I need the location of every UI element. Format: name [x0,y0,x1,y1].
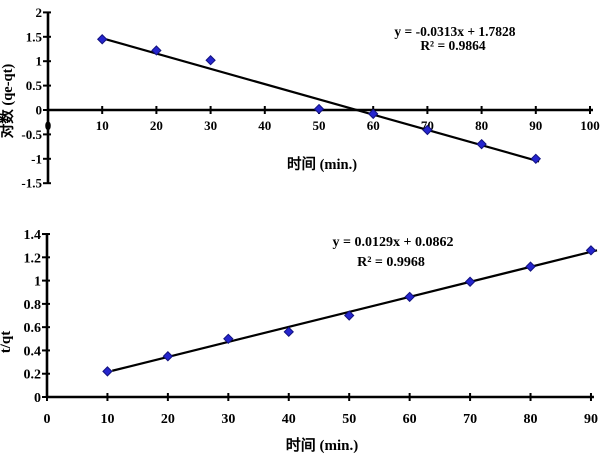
y-tick-label: 1.5 [26,29,43,44]
data-point [283,326,294,338]
data-point [525,261,536,272]
x-tick-label: 60 [367,118,380,133]
data-point [96,34,108,45]
y-tick-label: 0.8 [24,298,42,313]
x-tick-label: 40 [282,412,296,427]
x-tick-label: 30 [204,118,217,133]
x-tick-label: 90 [584,412,598,427]
x-tick-label: 50 [342,412,356,427]
y-axis-title: t/qt [0,331,14,354]
y-tick-label: 1.4 [24,228,42,243]
data-point [102,366,113,377]
y-tick-label: -1.5 [21,176,42,191]
x-tick-label: 30 [221,412,235,427]
y-tick-label: 0.2 [24,368,42,383]
y-tick-label: -0.5 [21,127,42,142]
x-tick-label: 80 [475,118,488,133]
y-axis-title: 对数 (qe-qt) [0,64,16,139]
y-tick-label: 0.4 [24,344,42,359]
data-point [223,333,234,345]
data-point [422,124,433,136]
chart-2: 0 10 20 30 40 50 60 70 80 90 0 0.2 0.4 0.6 0.8 1 1.2 1.4 时… [0,228,598,454]
x-tick-label: 70 [463,412,477,427]
x-tick-label: 40 [258,118,271,133]
data-point [162,351,174,362]
x-axis-title: 时间 (min.) [287,155,357,173]
x-tick-label: 60 [403,412,417,427]
y-tick-label: 1 [36,54,43,69]
data-point [151,45,162,56]
y-tick-label: 0.5 [26,78,43,93]
data-point [585,245,597,256]
x-tick-label: 10 [100,412,114,427]
x-tick-label: 0 [44,412,51,427]
data-point [205,55,216,66]
y-tick-label: -1 [31,151,42,166]
x-tick-label: 0 [45,118,52,133]
data-point [367,108,379,120]
data-point [464,276,476,287]
chart-1: 0102030405060708090100-1.5-1-0.500.511.5… [0,5,600,191]
x-axis-title: 时间 (min.) [286,436,359,454]
trendline [102,37,540,163]
y-tick-label: 0 [34,391,41,406]
equation-label: y = 0.0129x + 0.0862 [333,235,454,250]
data-point [476,138,487,150]
x-tick-label: 50 [313,118,326,133]
data-point [343,310,355,321]
data-point [404,291,415,303]
x-tick-label: 20 [161,412,175,427]
y-tick-label: 2 [36,5,43,20]
r-squared-label: R² = 0.9864 [420,38,486,53]
x-tick-label: 100 [580,118,600,133]
x-tick-label: 10 [96,118,109,133]
x-tick-label: 80 [524,412,538,427]
data-point [530,153,542,165]
y-tick-label: 1 [34,275,41,290]
r-squared-label: R² = 0.9968 [357,255,425,270]
x-tick-label: 20 [150,118,163,133]
equation-label: y = -0.0313x + 1.7828 [394,24,515,39]
y-tick-label: 0 [36,103,43,118]
trendline [112,249,598,372]
y-tick-label: 1.2 [24,251,42,266]
x-tick-label: 90 [529,118,542,133]
y-tick-label: 0.6 [24,321,42,336]
data-point [313,103,325,115]
